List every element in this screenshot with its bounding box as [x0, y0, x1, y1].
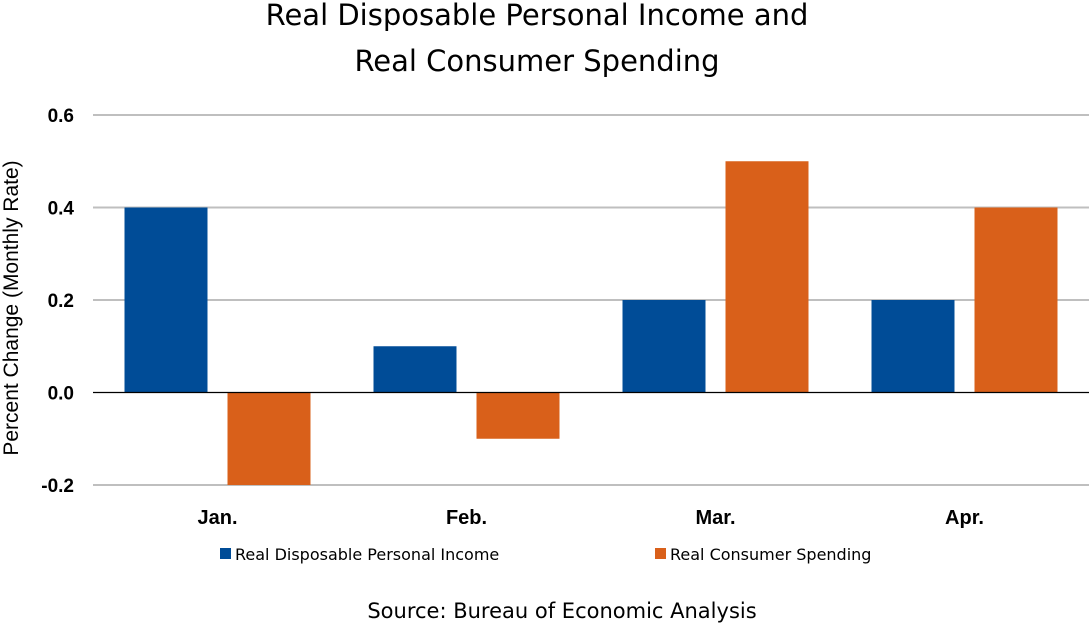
x-category-label: Feb. — [446, 507, 487, 529]
legend-label: Real Disposable Personal Income — [235, 545, 499, 564]
bar-real-disposable-personal-income — [373, 346, 457, 393]
y-axis-ticks: 0.6 0.4 0.2 0.0 -0.2 — [41, 106, 74, 497]
bar-real-consumer-spending — [227, 392, 311, 485]
bar-real-consumer-spending — [725, 161, 809, 393]
x-category-label: Jan. — [197, 507, 237, 529]
chart-title-line-2: Real Consumer Spending — [354, 44, 719, 78]
bar-real-consumer-spending — [476, 392, 560, 439]
x-category-label: Mar. — [695, 507, 735, 529]
bar-real-disposable-personal-income — [871, 300, 955, 393]
bars — [124, 161, 1058, 485]
y-tick-label: -0.2 — [41, 476, 74, 497]
legend-label: Real Consumer Spending — [670, 545, 871, 564]
chart-title-line-1: Real Disposable Personal Income and — [266, 0, 809, 32]
y-tick-label: 0.2 — [48, 291, 74, 312]
legend-swatch — [655, 548, 666, 559]
legend-swatch — [220, 548, 231, 559]
source-note: Source: Bureau of Economic Analysis — [367, 599, 756, 623]
y-axis-title: Percent Change (Monthly Rate) — [0, 160, 23, 455]
y-tick-label: 0.4 — [48, 199, 75, 220]
y-tick-label: 0.0 — [48, 384, 74, 405]
bar-real-disposable-personal-income — [124, 207, 208, 393]
bar-real-consumer-spending — [974, 207, 1058, 393]
x-axis-categories: Jan. Feb. Mar. Apr. — [197, 507, 983, 529]
y-tick-label: 0.6 — [48, 106, 74, 127]
bar-real-disposable-personal-income — [622, 300, 706, 393]
legend: Real Disposable Personal Income Real Cons… — [220, 545, 871, 564]
x-category-label: Apr. — [945, 507, 984, 529]
chart-title: Real Disposable Personal Income and Real… — [266, 0, 809, 78]
